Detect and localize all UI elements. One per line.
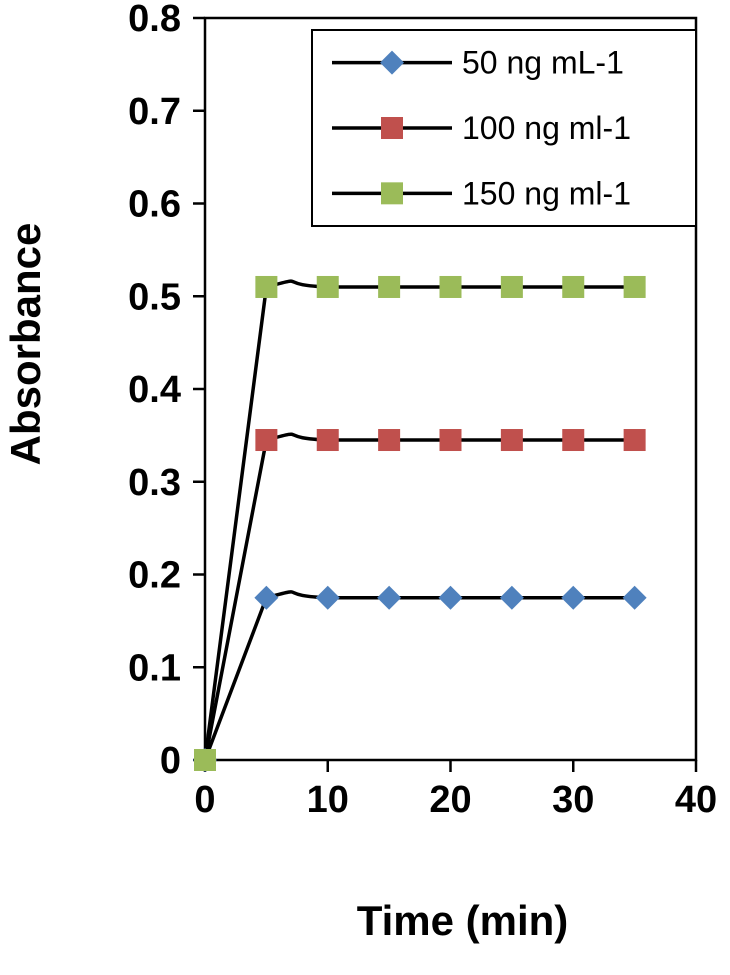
- data-point-s1: [316, 429, 339, 452]
- y-tick-label: 0.4: [128, 369, 181, 411]
- data-point-s2: [194, 749, 216, 771]
- y-tick-label: 0.5: [128, 276, 181, 318]
- data-point-s0: [622, 585, 647, 610]
- data-point-s1: [562, 429, 585, 452]
- legend-label: 50 ng mL-1: [462, 45, 624, 81]
- series-line-2: [203, 279, 635, 761]
- data-point-s2: [562, 275, 585, 298]
- legend-marker-s2: [381, 182, 403, 205]
- data-point-s2: [439, 275, 462, 298]
- data-point-s2: [623, 275, 646, 298]
- legend-marker-s1: [381, 117, 403, 139]
- y-axis-label: Absorbance: [2, 223, 49, 466]
- data-point-s1: [439, 429, 462, 452]
- data-point-s1: [255, 429, 278, 452]
- data-point-s2: [316, 275, 339, 298]
- legend-label: 150 ng ml-1: [462, 175, 631, 211]
- x-tick-label: 30: [552, 779, 594, 821]
- data-point-s2: [378, 275, 401, 298]
- y-tick-label: 0.6: [128, 184, 181, 226]
- legend-label: 100 ng ml-1: [462, 110, 631, 146]
- data-point-s1: [500, 429, 523, 452]
- x-tick-label: 40: [675, 779, 717, 821]
- series-line-0: [203, 590, 635, 761]
- y-tick-label: 0.2: [128, 555, 181, 597]
- data-point-s1: [623, 429, 646, 452]
- y-tick-label: 0.7: [128, 91, 181, 133]
- data-point-s0: [254, 585, 279, 610]
- series-line-1: [203, 432, 635, 761]
- data-point-s0: [377, 585, 402, 610]
- data-point-s0: [315, 585, 340, 610]
- x-tick-label: 10: [307, 779, 349, 821]
- data-point-s2: [500, 275, 523, 298]
- y-tick-label: 0.3: [128, 462, 181, 504]
- data-point-s0: [438, 585, 463, 610]
- data-point-s0: [499, 585, 524, 610]
- data-point-s2: [255, 275, 278, 298]
- y-tick-label: 0.8: [128, 0, 181, 40]
- y-tick-label: 0: [160, 740, 181, 782]
- y-tick-label: 0.1: [128, 647, 181, 689]
- data-point-s1: [378, 429, 401, 452]
- x-tick-label: 0: [194, 779, 215, 821]
- data-point-s0: [561, 585, 586, 610]
- x-axis-label: Time (min): [357, 897, 569, 944]
- x-tick-label: 20: [429, 779, 471, 821]
- legend-marker-s0: [380, 50, 404, 75]
